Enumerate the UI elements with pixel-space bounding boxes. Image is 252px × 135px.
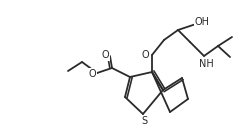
Text: O: O: [88, 69, 96, 79]
Text: S: S: [141, 116, 147, 126]
Text: O: O: [141, 50, 149, 60]
Text: OH: OH: [195, 17, 209, 27]
Text: NH: NH: [199, 59, 213, 69]
Text: O: O: [101, 50, 109, 60]
